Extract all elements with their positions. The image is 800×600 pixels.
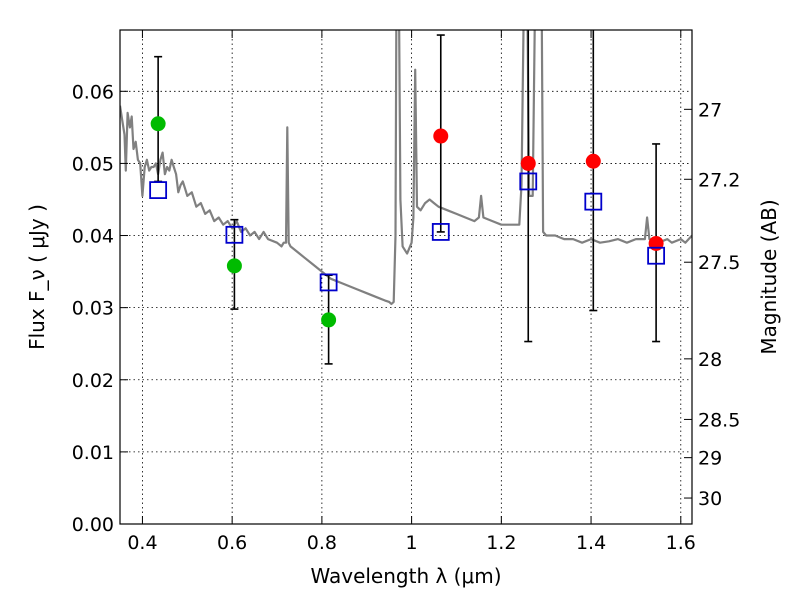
tick-layer: 0.4 0.6 0.8 1 1.2 1.4 1.6 0.00 0.01 0.02 0.03 0.04 0…	[72, 30, 740, 554]
model-spectrum-line	[120, 30, 692, 306]
y-tick-label: 0.02	[72, 370, 114, 392]
photometry-point	[226, 258, 242, 274]
model-flux-marker	[431, 223, 450, 241]
right-tick-label: 28.5	[698, 409, 740, 431]
photometry-point	[648, 235, 664, 251]
x-tick-label: 1	[406, 532, 418, 554]
photometry-point	[150, 116, 166, 132]
model-flux-marker	[319, 273, 338, 292]
photometry-point	[321, 312, 337, 328]
grid-layer	[120, 30, 692, 525]
y-tick-label: 0.01	[72, 442, 114, 464]
photometry-point	[520, 155, 536, 171]
plot-frame	[119, 29, 693, 525]
marker-layer	[149, 116, 666, 328]
y-tick-label: 0.05	[72, 153, 114, 175]
errorbar-layer	[154, 30, 661, 365]
y-tick-label: 0.03	[72, 298, 114, 320]
spectrum-layer	[120, 30, 692, 306]
right-axis-label: Magnitude (AB)	[757, 199, 781, 354]
x-tick-label: 1.4	[576, 532, 606, 554]
right-tick-label: 28	[698, 349, 722, 371]
x-tick-label: 1.2	[486, 532, 516, 554]
model-flux-marker	[647, 246, 666, 265]
x-tick-label: 1.6	[666, 532, 696, 554]
right-tick-label: 30	[698, 488, 722, 510]
y-tick-label: 0.04	[72, 226, 114, 248]
plot-area	[120, 30, 692, 365]
y-tick-label: 0.06	[72, 81, 114, 103]
model-flux-marker	[225, 225, 244, 244]
x-tick-label: 0.4	[127, 532, 157, 554]
right-tick-label: 29	[698, 448, 722, 470]
y-axis-label: Flux F_ν ( μJy )	[25, 204, 49, 350]
right-tick-label: 27	[698, 99, 722, 121]
right-tick-label: 27.2	[698, 169, 740, 191]
model-flux-marker	[519, 172, 538, 191]
y-tick-label: 0.00	[72, 514, 114, 536]
model-flux-marker	[584, 192, 603, 211]
model-flux-marker	[149, 181, 168, 199]
x-tick-label: 0.8	[307, 532, 337, 554]
x-axis-label: Wavelength λ (μm)	[310, 564, 501, 588]
x-tick-label: 0.6	[217, 532, 247, 554]
photometry-point	[433, 128, 449, 144]
right-tick-label: 27.5	[698, 252, 740, 274]
photometry-point	[585, 153, 601, 169]
